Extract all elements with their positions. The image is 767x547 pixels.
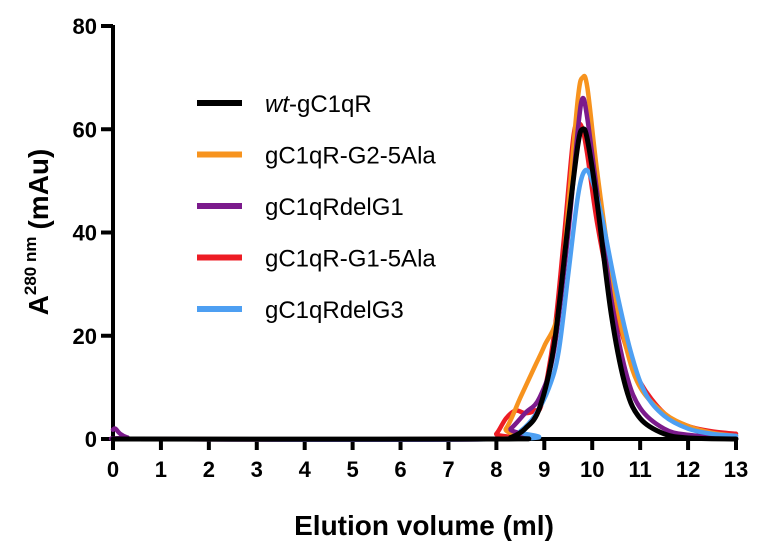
series-line-gc1qrdelg3 [110,167,739,442]
y-axis-title-superscript: 280 nm [21,237,40,296]
x-tick-label-13: 13 [724,457,748,482]
y-axis-title: A280 nm (mAu) [21,149,54,316]
x-tick-label-5: 5 [346,457,358,482]
series-layer [108,73,739,443]
x-tick-label-10: 10 [580,457,604,482]
legend-label-gc1qr-g2-5ala: gC1qR-G2-5Ala [265,143,436,170]
x-tick-label-6: 6 [394,457,406,482]
legend-label-wt-gc1qr: wt-gC1qR [265,91,372,118]
x-tick-label-11: 11 [629,457,652,482]
y-tick-label-20: 20 [73,324,97,349]
x-tick-label-7: 7 [442,457,454,482]
series-line-wt-gc1qr [110,126,739,442]
x-tick-label-0: 0 [107,457,119,482]
y-tick-label-60: 60 [73,117,97,142]
legend-label-rest: -gC1qR [289,91,372,118]
x-tick-label-8: 8 [490,457,502,482]
x-tick-label-4: 4 [299,457,312,482]
legend-label-gc1qrdelg3: gC1qRdelG3 [265,297,404,324]
y-axis-title-unit: (mAu) [23,149,54,230]
y-axis-title-base: A [23,295,54,315]
x-tick-label-9: 9 [538,457,550,482]
x-tick-label-1: 1 [155,457,167,482]
x-tick-label-3: 3 [251,457,263,482]
y-tick-label-0: 0 [85,427,97,452]
y-tick-label-80: 80 [73,14,97,39]
legend: wt-gC1qR gC1qR-G2-5Ala gC1qRdelG1 gC1qR-G1-… [197,91,436,324]
legend-label-gc1qr-g1-5ala: gC1qR-G1-5Ala [265,246,436,273]
x-axis-title: Elution volume (ml) [294,510,554,541]
x-tick-label-12: 12 [676,457,700,482]
x-tick-label-2: 2 [203,457,215,482]
legend-label-gc1qrdelg1: gC1qRdelG1 [265,194,404,221]
legend-label-italic: wt [265,91,290,118]
y-tick-label-40: 40 [73,221,97,246]
